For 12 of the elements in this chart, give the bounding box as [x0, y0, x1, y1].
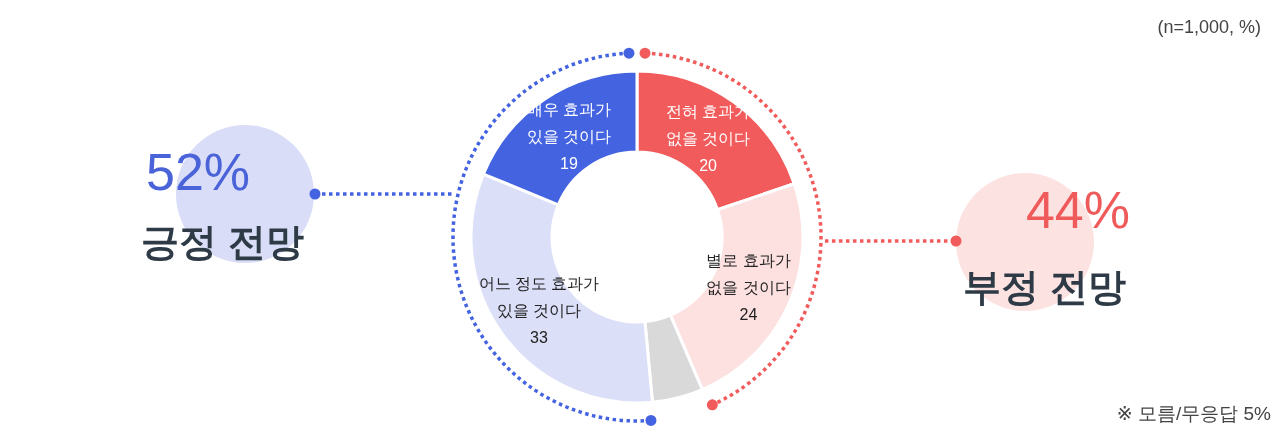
- text: (n=1,000, %): [1157, 17, 1261, 37]
- text: 52%: [146, 143, 251, 201]
- data-label: 24: [739, 305, 758, 323]
- text: 부정 전망: [963, 266, 1126, 308]
- data-label: 33: [530, 328, 548, 346]
- text: ※ 모름/무응답 5%: [1116, 403, 1272, 424]
- data-label: 20: [699, 156, 718, 174]
- slice-label: 별로 효과가 없을 것이다: [706, 251, 791, 296]
- text: 44%: [1025, 181, 1130, 239]
- text: 긍정 전망: [141, 221, 304, 263]
- slice-label: 어느 정도 효과가 있을 것이다: [478, 274, 600, 319]
- data-label: 19: [560, 154, 579, 172]
